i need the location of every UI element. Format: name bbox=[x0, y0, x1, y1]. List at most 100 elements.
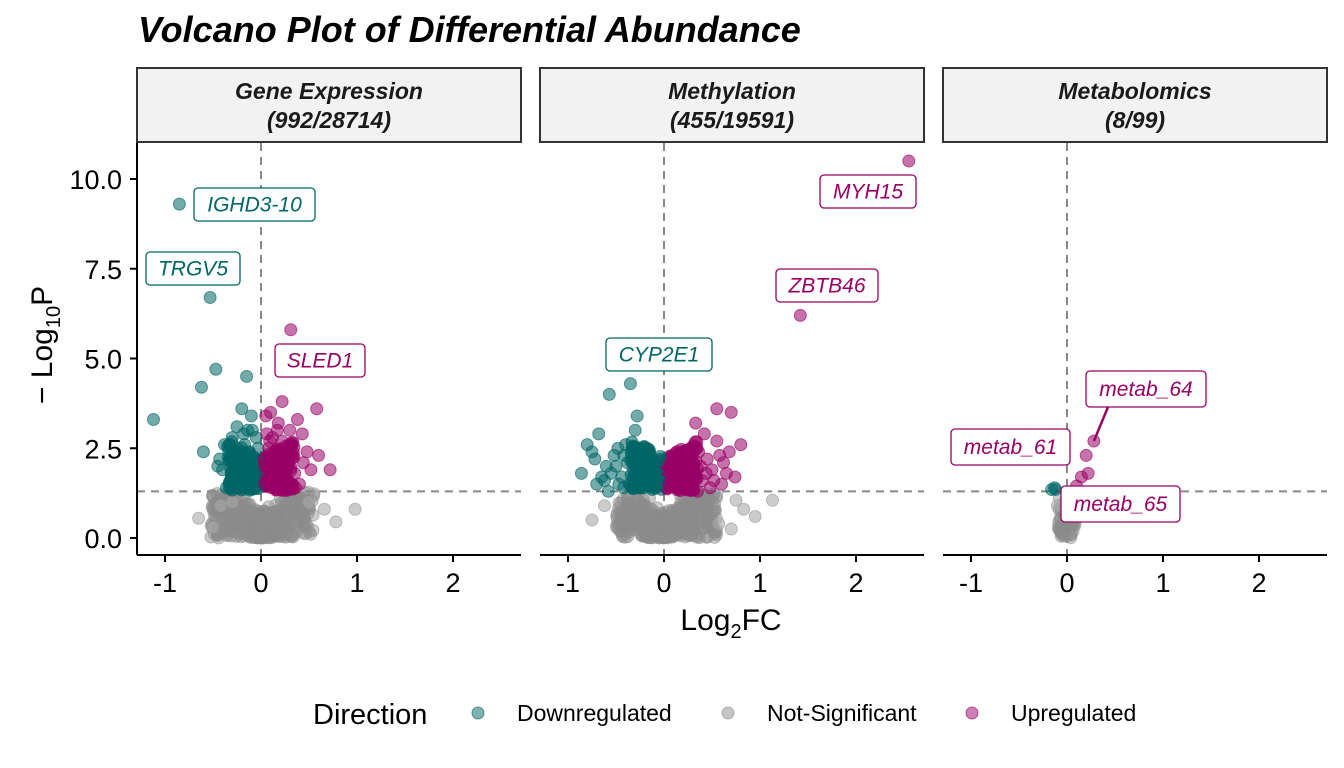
point-downregulated bbox=[630, 409, 644, 423]
point-not-significant bbox=[712, 517, 726, 531]
point-not-significant bbox=[286, 530, 300, 544]
point-not-significant bbox=[684, 528, 698, 542]
point-upregulated bbox=[724, 405, 738, 419]
point-upregulated bbox=[263, 434, 277, 448]
point-downregulated bbox=[235, 402, 249, 416]
point-upregulated bbox=[710, 434, 724, 448]
point-not-significant bbox=[212, 531, 226, 545]
point-downregulated bbox=[172, 197, 186, 211]
x-axis-title-base: Log bbox=[680, 604, 730, 637]
point-not-significant bbox=[724, 522, 738, 536]
point-downregulated bbox=[240, 369, 254, 383]
x-tick-label: 2 bbox=[1251, 568, 1266, 598]
legend-key-upregulated bbox=[965, 706, 979, 720]
point-downregulated bbox=[638, 441, 652, 455]
point-upregulated bbox=[304, 463, 318, 477]
point-not-significant bbox=[348, 502, 362, 516]
point-downregulated bbox=[623, 377, 637, 391]
label-text: CYP2E1 bbox=[619, 344, 700, 367]
label-text: SLED1 bbox=[287, 350, 354, 373]
point-not-significant bbox=[214, 499, 228, 513]
point-not-significant bbox=[708, 530, 722, 544]
x-tick-label: 1 bbox=[349, 568, 364, 598]
point-upregulated bbox=[273, 448, 287, 462]
strip-subtitle: (992/28714) bbox=[267, 107, 391, 133]
point-label: SLED1 bbox=[274, 343, 366, 378]
point-downregulated bbox=[226, 477, 240, 491]
point-downregulated bbox=[242, 466, 256, 480]
y-axis-title: − Log10P bbox=[26, 286, 65, 404]
point-downregulated bbox=[628, 474, 642, 488]
point-downregulated bbox=[602, 387, 616, 401]
point-downregulated bbox=[628, 423, 642, 437]
point-downregulated bbox=[625, 441, 639, 455]
x-tick-label: 1 bbox=[1155, 568, 1170, 598]
point-label: CYP2E1 bbox=[605, 337, 713, 372]
point-not-significant bbox=[748, 509, 762, 523]
point-not-significant bbox=[240, 517, 254, 531]
point-upregulated bbox=[734, 438, 748, 452]
point-label: ZBTB46 bbox=[775, 268, 879, 303]
point-label: IGHD3-10 bbox=[193, 187, 316, 222]
legend-label-upregulated: Upregulated bbox=[1011, 700, 1136, 726]
point-not-significant bbox=[585, 513, 599, 527]
point-upregulated bbox=[719, 466, 733, 480]
label-box bbox=[145, 251, 241, 286]
point-not-significant bbox=[302, 495, 316, 509]
point-not-significant bbox=[737, 502, 751, 516]
point-not-significant bbox=[263, 510, 277, 524]
point-not-significant bbox=[225, 495, 239, 509]
point-upregulated bbox=[669, 463, 683, 477]
panel-methylation: MYH15 ZBTB46 CYP2E1 bbox=[540, 143, 924, 555]
strip-title: Metabolomics bbox=[1058, 78, 1211, 104]
label-leader-line bbox=[1092, 406, 1110, 442]
y-axis-title-base: − Log bbox=[26, 328, 59, 404]
x-axis-title-subscript: 2 bbox=[730, 621, 741, 643]
ns-points bbox=[585, 486, 779, 545]
x-tick-label: 2 bbox=[848, 568, 863, 598]
point-not-significant bbox=[253, 521, 267, 535]
legend-key-downregulated bbox=[471, 706, 485, 720]
point-label: TRGV5 bbox=[145, 251, 241, 286]
x-tick-label: 0 bbox=[656, 568, 671, 598]
point-not-significant bbox=[242, 497, 256, 511]
legend-label-not-significant: Not-Significant bbox=[767, 700, 917, 726]
point-upregulated bbox=[283, 423, 297, 437]
point-not-significant bbox=[206, 520, 220, 534]
point-not-significant bbox=[254, 531, 268, 545]
label-box bbox=[193, 187, 316, 222]
y-tick-label: 5.0 bbox=[84, 345, 122, 375]
point-downregulated bbox=[238, 438, 252, 452]
y-tick-label: 2.5 bbox=[84, 434, 122, 464]
label-text: metab_61 bbox=[964, 436, 1057, 459]
points-upregulated bbox=[257, 323, 337, 495]
point-upregulated bbox=[323, 463, 337, 477]
facet-strip-metabolomics: Metabolomics (8/99) bbox=[942, 67, 1328, 143]
point-label: metab_61 bbox=[950, 428, 1071, 466]
point-upregulated bbox=[689, 416, 703, 430]
legend-title: Direction bbox=[313, 699, 427, 731]
point-upregulated bbox=[713, 448, 727, 462]
point-upregulated bbox=[697, 427, 711, 441]
point-downregulated bbox=[222, 438, 236, 452]
point-downregulated bbox=[617, 481, 631, 495]
label-text: TRGV5 bbox=[158, 258, 228, 281]
point-upregulated bbox=[275, 395, 289, 409]
point-not-significant bbox=[597, 499, 611, 513]
point-not-significant bbox=[1052, 522, 1066, 536]
point-downregulated bbox=[595, 470, 609, 484]
x-tick-label: -1 bbox=[556, 568, 580, 598]
x-axis-title-suffix: FC bbox=[742, 604, 782, 637]
point-upregulated bbox=[710, 402, 724, 416]
point-not-significant bbox=[623, 520, 637, 534]
chart-title: Volcano Plot of Differential Abundance bbox=[138, 9, 801, 50]
point-downregulated bbox=[585, 445, 599, 459]
panel-metabolomics: metab_64 metab_61 metab_65 bbox=[943, 143, 1327, 555]
point-downregulated bbox=[1048, 483, 1062, 497]
label-text: MYH15 bbox=[833, 181, 903, 204]
point-not-significant bbox=[297, 511, 311, 525]
strip-subtitle: (455/19591) bbox=[670, 107, 794, 133]
panel-gene-expression: IGHD3-10 TRGV5 SLED1 bbox=[137, 143, 521, 555]
point-upregulated bbox=[285, 438, 299, 452]
point-downregulated bbox=[645, 463, 659, 477]
